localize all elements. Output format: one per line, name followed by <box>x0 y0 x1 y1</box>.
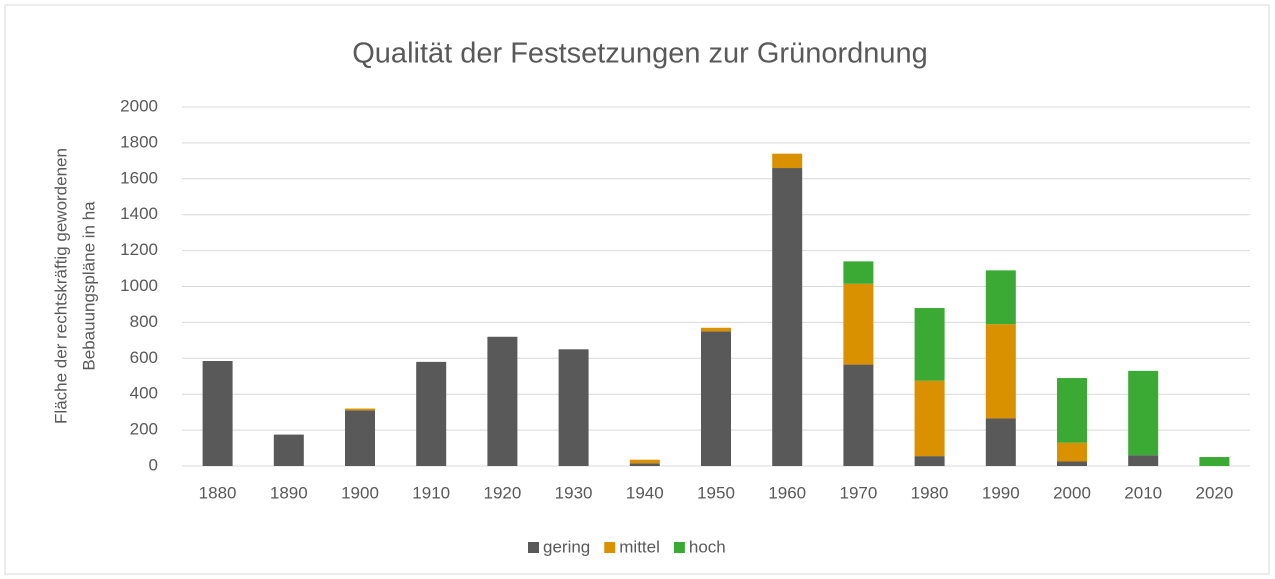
bar-segment <box>1199 457 1230 466</box>
bar-segment <box>843 261 874 284</box>
legend-swatch <box>528 542 539 553</box>
y-tick-label: 1600 <box>120 168 158 187</box>
y-axis-title: Bebauungspläne in ha <box>79 201 98 371</box>
y-tick-label: 800 <box>130 312 158 331</box>
x-tick-label: 1950 <box>697 483 735 502</box>
bar-segment <box>914 308 945 381</box>
legend-label: gering <box>543 537 590 556</box>
bar-segment <box>843 283 874 365</box>
bar-segment <box>1128 455 1159 466</box>
y-tick-label: 1000 <box>120 276 158 295</box>
x-tick-label: 1970 <box>839 483 877 502</box>
bar-segment <box>345 410 375 466</box>
bar-segment <box>772 168 803 466</box>
bar-segment <box>629 463 660 466</box>
legend-swatch <box>673 542 685 553</box>
y-tick-label: 1400 <box>120 204 158 223</box>
x-tick-label: 2000 <box>1053 483 1091 502</box>
chart-title: Qualität der Festsetzungen zur Grünordnu… <box>352 38 928 70</box>
bar-segment <box>416 361 447 466</box>
y-tick-label: 1200 <box>120 240 158 259</box>
bar-segment <box>202 360 233 466</box>
x-tick-label: 1960 <box>768 483 806 502</box>
bar-segment <box>985 418 1016 466</box>
bar-segment <box>701 331 731 466</box>
chart-border <box>4 4 1270 575</box>
bar-segment <box>558 349 589 466</box>
bar-segment <box>985 270 1016 325</box>
bar-segment <box>1128 370 1159 456</box>
x-tick-label: 1880 <box>199 483 237 502</box>
y-tick-label: 200 <box>130 420 158 439</box>
bar-segment <box>273 434 304 466</box>
legend-swatch <box>604 542 616 553</box>
bar-segment <box>701 327 731 332</box>
bar-segment <box>487 336 518 466</box>
bar-segment <box>629 459 660 464</box>
x-tick-label: 1910 <box>412 483 450 502</box>
bar-segment <box>772 153 803 169</box>
x-tick-label: 1930 <box>555 483 593 502</box>
y-axis-title: Fläche der rechtskräftig gewordenen <box>51 148 70 424</box>
y-tick-label: 600 <box>130 348 158 367</box>
bar-segment <box>345 408 375 411</box>
y-tick-label: 1800 <box>120 132 158 151</box>
x-tick-label: 1890 <box>270 483 308 502</box>
x-tick-label: 1920 <box>483 483 521 502</box>
bar-segment <box>843 364 874 466</box>
legend-label: mittel <box>619 537 660 556</box>
y-tick-label: 0 <box>149 455 158 474</box>
y-tick-label: 400 <box>130 384 158 403</box>
legend-label: hoch <box>689 537 726 556</box>
bar-segment <box>914 456 945 466</box>
x-tick-label: 1990 <box>982 483 1020 502</box>
bar-segment <box>1057 442 1087 462</box>
x-tick-label: 2010 <box>1124 483 1162 502</box>
x-tick-label: 1980 <box>911 483 949 502</box>
x-tick-label: 2020 <box>1195 483 1233 502</box>
y-tick-label: 2000 <box>120 96 158 115</box>
bar-segment <box>985 324 1016 419</box>
x-tick-label: 1940 <box>626 483 664 502</box>
bar-segment <box>1057 461 1087 466</box>
bar-segment <box>1057 378 1087 443</box>
x-tick-label: 1900 <box>341 483 379 502</box>
bar-segment <box>914 380 945 457</box>
